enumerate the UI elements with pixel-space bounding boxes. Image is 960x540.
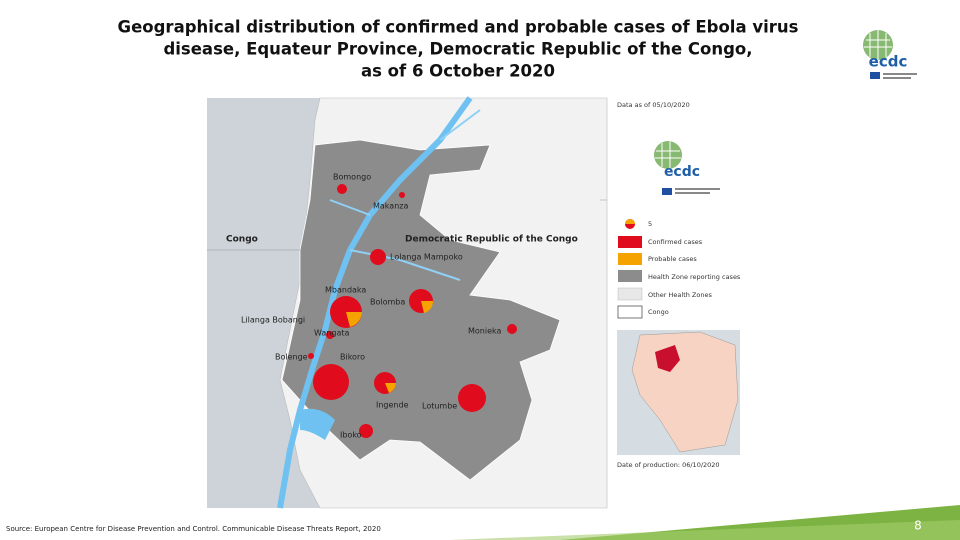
place-label: Bomongo bbox=[333, 173, 371, 182]
logo-text: ecdc bbox=[869, 53, 908, 71]
title-line: disease, Equateur Province, Democratic R… bbox=[163, 40, 752, 59]
place-label: Bolomba bbox=[370, 298, 405, 307]
legend-logo-text: ecdc bbox=[664, 164, 700, 180]
legend-item: Congo bbox=[648, 308, 669, 316]
production-date: Date of production: 06/10/2020 bbox=[617, 461, 720, 469]
place-label: Bikoro bbox=[340, 353, 365, 362]
place-label: Mbandaka bbox=[325, 286, 366, 295]
logo: ecdc bbox=[863, 30, 917, 79]
place-label: Wangata bbox=[314, 329, 349, 338]
place-label: Monieka bbox=[468, 327, 502, 336]
data-date: Data as of 05/10/2020 bbox=[617, 101, 690, 109]
place-label: Lolanga Mampoko bbox=[390, 253, 463, 262]
place-label: Lotumbe bbox=[422, 402, 457, 411]
place-label: Iboko bbox=[340, 431, 362, 440]
legend-item: Health Zone reporting cases bbox=[648, 273, 741, 281]
legend-item: Confirmed cases bbox=[648, 238, 703, 246]
page-number: 8 bbox=[914, 519, 922, 533]
country-label: Democratic Republic of the Congo bbox=[405, 235, 578, 245]
source: Source: European Centre for Disease Prev… bbox=[6, 525, 381, 533]
title-line: Geographical distribution of confirmed a… bbox=[118, 18, 799, 37]
place-label: Ingende bbox=[376, 401, 409, 410]
legend-item: Other Health Zones bbox=[648, 291, 712, 299]
map: Congo Democratic Republic of the Congo B… bbox=[207, 96, 608, 509]
place-label: Lilanga Bobangi bbox=[241, 316, 305, 325]
place-label: Bolenge bbox=[275, 353, 308, 362]
legend: Data as of 05/10/2020 ecdc 5 Confirmed c… bbox=[608, 98, 748, 470]
title-line: as of 6 October 2020 bbox=[361, 62, 555, 81]
country-label: Congo bbox=[226, 235, 258, 245]
case-circles bbox=[308, 184, 517, 438]
legend-item: Probable cases bbox=[648, 255, 697, 263]
place-label: Makanza bbox=[373, 202, 408, 211]
size-label: 5 bbox=[648, 220, 652, 228]
footer-swoosh bbox=[450, 520, 960, 540]
